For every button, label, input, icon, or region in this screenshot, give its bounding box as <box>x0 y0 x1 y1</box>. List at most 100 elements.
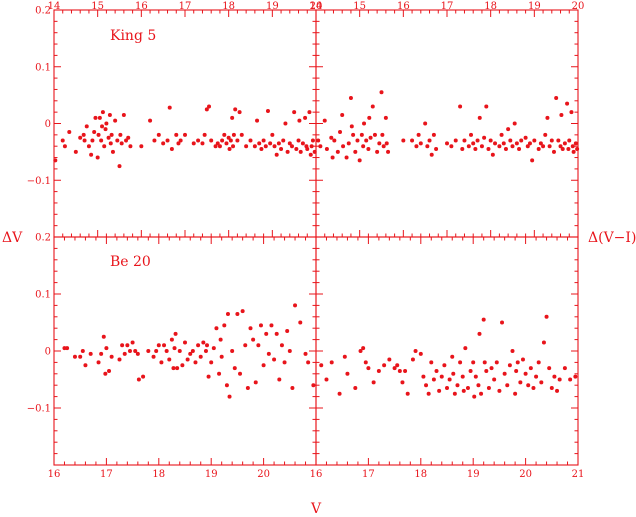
data-point <box>510 349 515 353</box>
data-point <box>322 118 327 123</box>
x-axis-title: V <box>310 501 322 517</box>
data-point <box>538 141 543 146</box>
data-point <box>141 374 146 379</box>
data-point <box>316 138 321 143</box>
data-point <box>520 357 525 362</box>
data-point <box>133 349 138 353</box>
data-point <box>298 320 303 325</box>
data-point <box>224 383 229 388</box>
data-point <box>136 377 141 382</box>
data-point <box>361 144 366 149</box>
data-point <box>518 380 523 385</box>
data-point <box>214 326 219 331</box>
data-point <box>460 374 465 379</box>
x-tick-label-top: 18 <box>222 1 235 12</box>
x-tick-label-bottom: 19 <box>467 469 480 480</box>
data-point <box>93 115 98 120</box>
data-point <box>471 360 476 365</box>
data-point <box>257 141 262 146</box>
x-tick-label-top: 17 <box>179 1 192 12</box>
data-point <box>220 138 225 143</box>
data-point <box>346 141 351 146</box>
data-point <box>224 141 229 146</box>
data-point <box>97 115 102 120</box>
data-point <box>357 158 362 163</box>
data-point <box>196 138 201 143</box>
data-point <box>113 118 118 123</box>
data-point <box>349 124 354 129</box>
x-tick-label-bottom: 16 <box>310 469 323 480</box>
data-point <box>213 144 218 149</box>
data-point <box>156 132 161 137</box>
x-tick-label-top: 19 <box>528 1 541 12</box>
data-point <box>60 138 65 143</box>
data-point <box>423 121 428 126</box>
data-point <box>530 158 535 163</box>
data-point <box>205 343 210 348</box>
data-point <box>175 366 180 371</box>
data-point <box>372 132 377 137</box>
data-point <box>118 132 123 137</box>
data-point <box>152 138 157 143</box>
data-point <box>233 107 238 112</box>
data-point <box>421 374 426 379</box>
data-point <box>395 363 400 368</box>
data-point <box>463 346 468 351</box>
x-tick-label-top: 20 <box>310 1 323 12</box>
data-point <box>368 135 373 140</box>
data-point <box>525 144 530 149</box>
data-point <box>568 377 573 382</box>
data-point <box>469 132 474 137</box>
x-tick-label-bottom: 20 <box>257 469 270 480</box>
data-point <box>201 340 206 345</box>
data-point <box>217 371 222 376</box>
x-tick-label-top: 18 <box>484 1 497 12</box>
data-point <box>293 303 298 308</box>
data-point <box>434 147 439 152</box>
data-point <box>154 349 159 353</box>
data-point <box>207 104 212 109</box>
data-point <box>383 115 388 120</box>
data-point <box>472 394 477 399</box>
data-point <box>453 138 458 143</box>
data-point <box>101 334 106 339</box>
data-point <box>523 371 528 376</box>
x-tick-label-bottom: 19 <box>205 469 218 480</box>
data-point <box>165 138 170 143</box>
data-point <box>81 132 86 137</box>
data-point <box>164 349 169 353</box>
data-point <box>174 132 179 137</box>
data-point <box>497 144 502 149</box>
data-point <box>167 357 172 362</box>
data-point <box>364 138 369 143</box>
data-point <box>445 386 449 391</box>
data-point <box>95 155 100 160</box>
data-point <box>526 383 531 388</box>
data-point <box>188 351 193 356</box>
data-point <box>215 141 220 146</box>
data-point <box>425 144 430 149</box>
data-point <box>403 368 408 373</box>
x-tick-label-top: 16 <box>135 1 148 12</box>
data-point <box>169 147 174 152</box>
y-tick-label: 0 <box>45 347 51 358</box>
data-point <box>306 360 311 365</box>
data-point <box>527 141 532 146</box>
data-point <box>120 343 125 348</box>
x-tick-label-bottom: 17 <box>362 469 375 480</box>
data-point <box>329 135 334 140</box>
data-point <box>387 357 392 362</box>
data-point <box>159 360 164 365</box>
data-point <box>573 374 578 379</box>
data-point <box>367 115 372 120</box>
data-point <box>434 368 439 373</box>
data-point <box>107 112 112 117</box>
data-point <box>193 360 198 365</box>
data-point <box>235 138 240 143</box>
data-point <box>353 149 358 154</box>
data-point <box>119 141 124 146</box>
data-point <box>96 360 101 365</box>
data-point <box>238 371 243 376</box>
data-point <box>99 138 104 143</box>
